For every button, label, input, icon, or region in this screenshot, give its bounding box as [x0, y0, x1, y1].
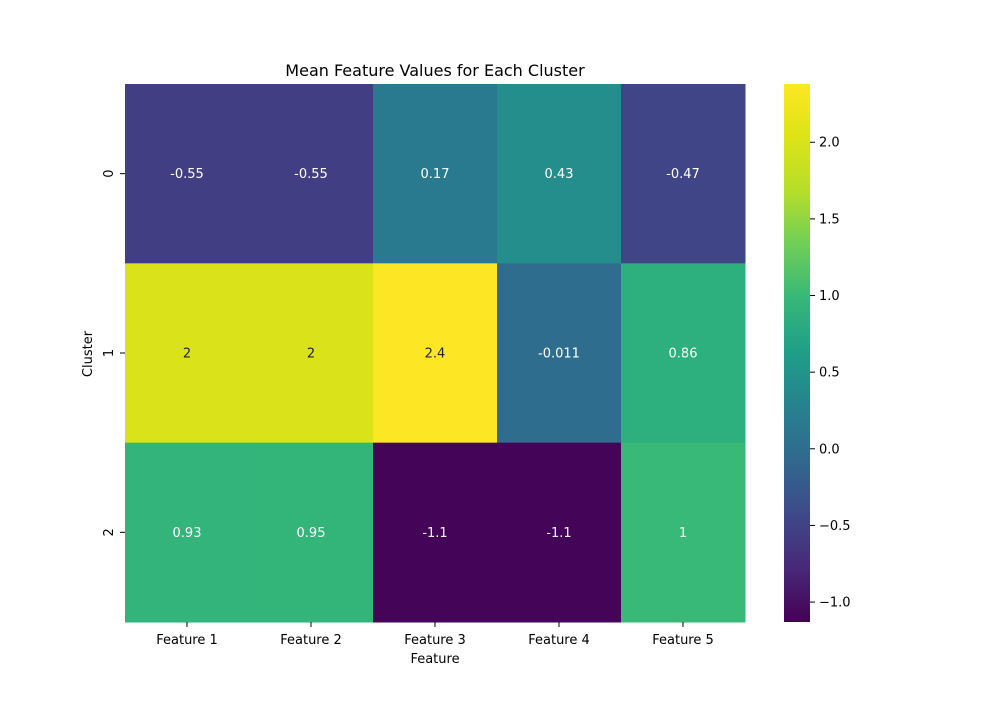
heatmap-cell-r2-c0 [125, 442, 250, 623]
heatmap-cell-r1-c3 [497, 263, 622, 444]
cell-value-label-r2-c0: 0.93 [173, 526, 202, 541]
chart-title: Mean Feature Values for Each Cluster [285, 61, 585, 80]
cell-value-label-r2-c1: 0.95 [297, 526, 326, 541]
heatmap-cell-r1-c4 [621, 263, 746, 444]
heatmap-cells [125, 84, 746, 623]
heatmap-cell-r0-c1 [249, 84, 374, 264]
heatmap-cell-r1-c1 [249, 263, 374, 444]
heatmap-cell-r2-c2 [373, 442, 498, 623]
cell-value-label-r1-c2: 2.4 [425, 347, 446, 362]
cell-value-label-r0-c2: 0.17 [421, 167, 450, 182]
x-tick-label-1: Feature 2 [280, 633, 342, 648]
heatmap-cell-r1-c0 [125, 263, 250, 444]
cell-value-label-r1-c4: 0.86 [669, 347, 698, 362]
x-tick-label-3: Feature 4 [528, 633, 590, 648]
x-axis: Feature 1 Feature 2 Feature 3 Feature 4 Feat… [156, 622, 714, 648]
heatmap-cell-r0-c3 [497, 84, 622, 264]
y-tick-label-2: 2 [102, 528, 117, 536]
cell-value-label-r2-c4: 1 [679, 526, 687, 541]
y-tick-label-0: 0 [102, 170, 117, 178]
x-tick-label-2: Feature 3 [404, 633, 466, 648]
cell-value-label-r1-c0: 2 [183, 347, 191, 362]
heatmap-cell-r2-c3 [497, 442, 622, 623]
colorbar-tick-label-2: 0.0 [819, 442, 840, 457]
heatmap-cell-r0-c0 [125, 84, 250, 264]
cell-value-label-r0-c3: 0.43 [545, 167, 574, 182]
colorbar: −1.0 −0.5 0.0 0.5 1.0 1.5 2.0 [784, 84, 851, 622]
heatmap-cell-r1-c2 [373, 263, 498, 444]
colorbar-tick-label-3: 0.5 [819, 366, 840, 381]
x-tick-label-0: Feature 1 [156, 633, 218, 648]
heatmap-cell-r2-c4 [621, 442, 746, 623]
x-tick-label-4: Feature 5 [652, 633, 714, 648]
cell-value-label-r2-c2: -1.1 [422, 526, 447, 541]
y-axis: 0 1 2 [102, 170, 125, 536]
colorbar-tick-label-6: 2.0 [819, 136, 840, 151]
heatmap-cell-labels: -0.55 -0.55 0.17 0.43 -0.47 2 2 2.4 -0.011 0.86 0.… [170, 167, 700, 541]
cell-value-label-r1-c3: -0.011 [538, 347, 580, 362]
x-axis-label: Feature [410, 652, 459, 667]
cell-value-label-r1-c1: 2 [307, 347, 315, 362]
cell-value-label-r0-c0: -0.55 [170, 167, 204, 182]
cell-value-label-r0-c4: -0.47 [666, 167, 700, 182]
cell-value-label-r0-c1: -0.55 [294, 167, 328, 182]
heatmap-cell-r2-c1 [249, 442, 374, 623]
colorbar-tick-label-4: 1.0 [819, 289, 840, 304]
colorbar-ticks: −1.0 −0.5 0.0 0.5 1.0 1.5 2.0 [810, 136, 851, 611]
y-axis-label: Cluster [81, 330, 96, 377]
colorbar-tick-label-0: −1.0 [819, 596, 851, 611]
colorbar-tick-label-5: 1.5 [819, 212, 840, 227]
colorbar-tick-label-1: −0.5 [819, 519, 851, 534]
colorbar-gradient [784, 84, 810, 622]
heatmap-cell-r0-c2 [373, 84, 498, 264]
heatmap-cell-r0-c4 [621, 84, 746, 264]
cell-value-label-r2-c3: -1.1 [546, 526, 571, 541]
y-tick-label-1: 1 [102, 349, 117, 357]
